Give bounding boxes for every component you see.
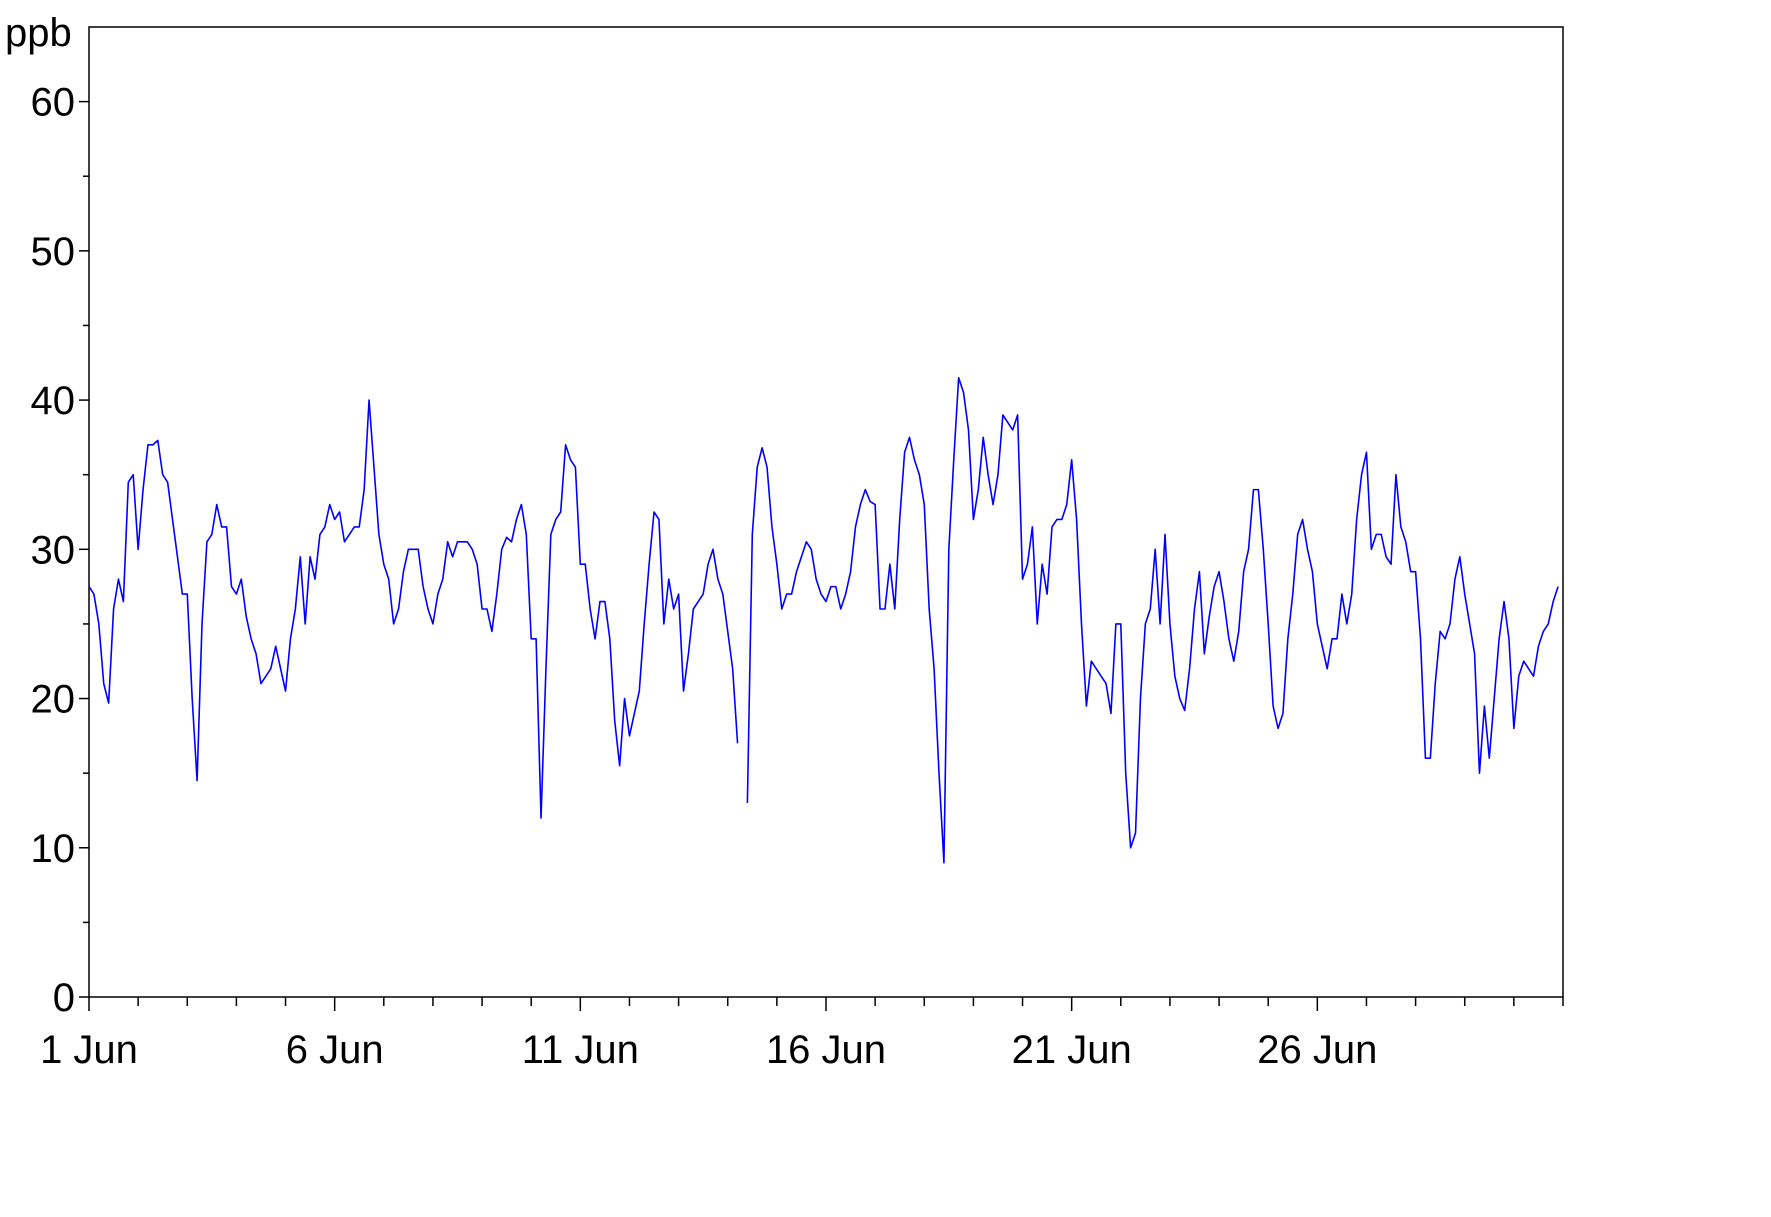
y-tick-label: 40 xyxy=(31,379,76,423)
x-tick-label: 26 Jun xyxy=(1257,1028,1377,1072)
y-tick-label: 0 xyxy=(53,976,75,1020)
x-tick-label: 11 Jun xyxy=(522,1028,639,1072)
plot-frame xyxy=(88,26,1564,998)
x-tick-label: 16 Jun xyxy=(766,1028,886,1072)
y-tick-label: 30 xyxy=(31,528,76,572)
y-tick-label: 10 xyxy=(31,827,76,871)
x-tick-label: 21 Jun xyxy=(1012,1028,1132,1072)
y-axis-label: ppb xyxy=(5,11,72,55)
x-tick-label: 1 Jun xyxy=(40,1028,138,1072)
y-tick-label: 50 xyxy=(31,230,76,274)
x-tick-label: 6 Jun xyxy=(286,1028,384,1072)
y-tick-label: 60 xyxy=(31,81,76,125)
data-line xyxy=(88,376,1559,864)
y-tick-label: 20 xyxy=(31,678,76,722)
